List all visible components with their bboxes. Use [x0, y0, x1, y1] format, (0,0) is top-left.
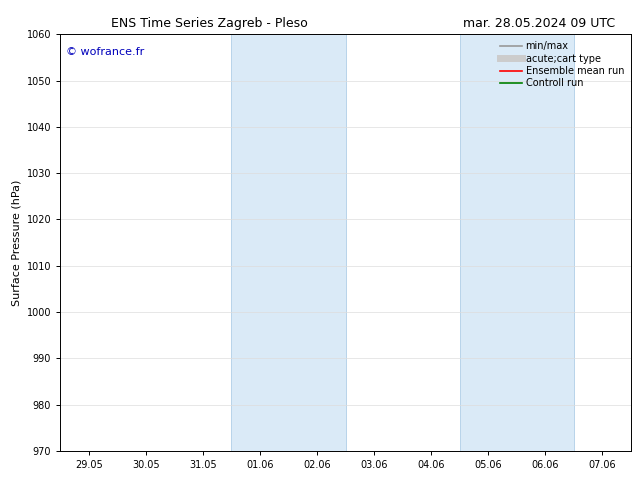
Bar: [460, 34, 574, 451]
Legend: min/max, acute;cart type, Ensemble mean run, Controll run: min/max, acute;cart type, Ensemble mean …: [498, 39, 626, 90]
Text: ENS Time Series Zagreb - Pleso: ENS Time Series Zagreb - Pleso: [111, 17, 307, 30]
Text: © wofrance.fr: © wofrance.fr: [66, 47, 144, 57]
Y-axis label: Surface Pressure (hPa): Surface Pressure (hPa): [11, 179, 21, 306]
Bar: [231, 34, 346, 451]
Text: mar. 28.05.2024 09 UTC: mar. 28.05.2024 09 UTC: [463, 17, 615, 30]
